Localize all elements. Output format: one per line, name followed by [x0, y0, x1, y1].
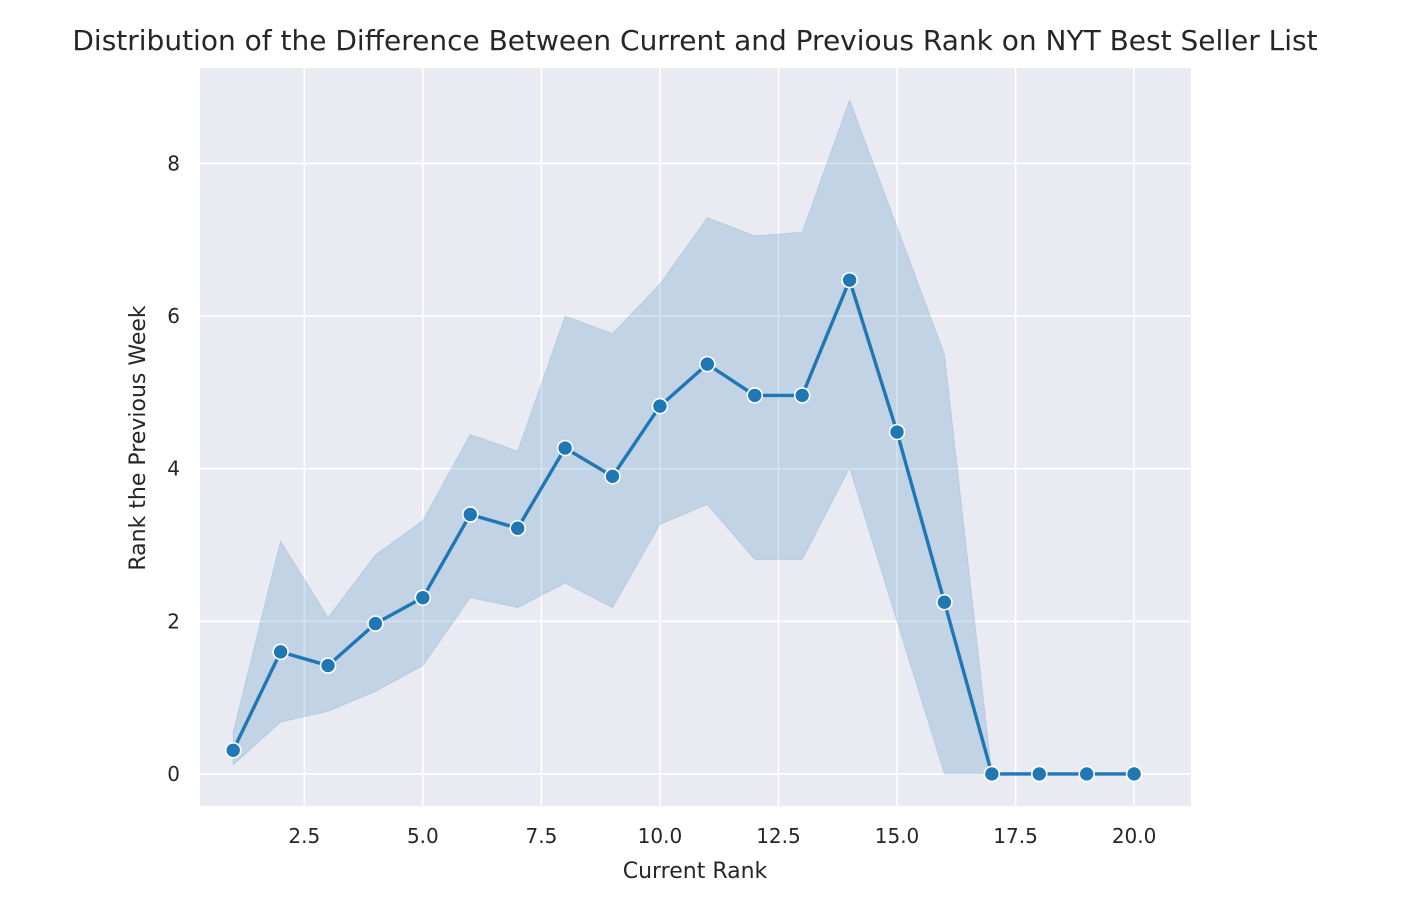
y-tick-label: 4: [167, 457, 180, 481]
series-markers: [224, 271, 1143, 783]
x-tick-label: 15.0: [875, 824, 920, 848]
data-point: [699, 355, 716, 373]
x-tick-label: 7.5: [525, 824, 557, 848]
y-tick-label: 2: [167, 609, 180, 633]
data-point: [841, 271, 858, 289]
x-tick-label: 17.5: [993, 824, 1038, 848]
y-tick-label: 8: [167, 151, 180, 175]
x-tick-label: 10.0: [638, 824, 683, 848]
series-line: [231, 278, 1136, 776]
y-axis-label: Rank the Previous Week: [126, 305, 151, 571]
data-point: [367, 615, 384, 632]
data-point: [1125, 765, 1143, 783]
data-point: [983, 765, 1001, 783]
data-point: [604, 468, 621, 485]
data-point: [1078, 765, 1095, 783]
y-tick-label: 0: [167, 762, 180, 786]
x-tick-label: 20.0: [1112, 824, 1157, 848]
x-tick-label: 5.0: [407, 824, 439, 848]
gridlines: [200, 68, 1191, 806]
chart-title: Distribution of the Difference Between C…: [72, 24, 1317, 57]
data-point: [319, 657, 337, 674]
data-point: [793, 387, 811, 404]
data-point: [414, 589, 432, 606]
data-point: [1030, 765, 1048, 783]
data-point: [224, 741, 242, 759]
data-point: [746, 387, 764, 404]
data-point: [888, 423, 906, 441]
data-line: [231, 278, 1136, 776]
y-tick-labels: 0 2 4 6 8: [167, 151, 180, 786]
data-point: [461, 506, 479, 523]
plot-area: [200, 68, 1191, 806]
data-point: [509, 519, 526, 537]
x-tick-label: 12.5: [756, 824, 801, 848]
x-tick-labels: 2.5 5.0 7.5 10.0 12.5 15.0 17.5 20.0: [288, 824, 1156, 848]
data-point: [556, 439, 574, 457]
y-tick-label: 6: [167, 304, 180, 328]
data-point: [936, 593, 953, 611]
data-point: [272, 643, 289, 661]
x-axis-label: Current Rank: [623, 859, 768, 884]
data-point: [651, 397, 669, 415]
x-tick-label: 2.5: [288, 824, 320, 848]
